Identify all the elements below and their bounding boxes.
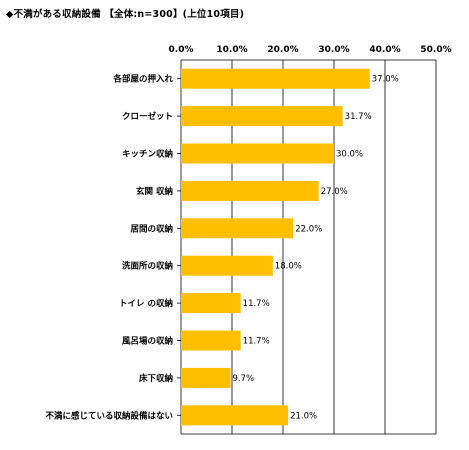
- category-label: キッチン収納: [122, 149, 173, 160]
- value-label: 21.0%: [290, 411, 317, 421]
- bar: [181, 68, 370, 89]
- category-label: 不満に感じている収納設備はない: [45, 410, 173, 421]
- bar: [181, 218, 294, 239]
- bars: [181, 68, 370, 426]
- category-label: クローゼット: [122, 111, 173, 122]
- bar: [181, 330, 241, 351]
- category-label: 各部屋の押入れ: [112, 74, 173, 85]
- value-label: 30.0%: [336, 150, 363, 160]
- bar: [181, 255, 273, 276]
- category-label: 床下収納: [139, 373, 173, 384]
- bar: [181, 367, 231, 388]
- category-label: 玄関 収納: [136, 186, 173, 197]
- x-tick-label: 0.0%: [169, 45, 194, 55]
- x-tick-label: 20.0%: [267, 45, 298, 55]
- category-label: 洗面所の収納: [122, 261, 173, 272]
- bar: [181, 293, 241, 314]
- value-label: 18.0%: [275, 262, 302, 272]
- value-label: 11.7%: [243, 337, 270, 347]
- x-tick-label: 50.0%: [420, 45, 451, 55]
- value-label: 31.7%: [345, 112, 372, 122]
- bar: [181, 180, 319, 201]
- category-label: トイレ の収納: [119, 298, 173, 309]
- x-tick-label: 10.0%: [216, 45, 247, 55]
- value-label: 22.0%: [295, 224, 322, 234]
- x-tick-label: 40.0%: [369, 45, 400, 55]
- value-label: 37.0%: [372, 75, 399, 85]
- chart-title: ◆不満がある収納設備 【全体:n=300】(上位10項目): [6, 9, 245, 20]
- category-label: 風呂場の収納: [122, 336, 173, 347]
- value-labels: 37.0% 31.7% 30.0% 27.0% 22.0% 18.0% 11.7% 11.7%…: [232, 75, 398, 422]
- bar: [181, 405, 289, 426]
- value-label: 27.0%: [321, 187, 348, 197]
- x-tick-label: 30.0%: [318, 45, 349, 55]
- x-tick-labels: 0.0% 10.0% 20.0% 30.0% 40.0% 50.0%: [169, 45, 452, 55]
- bar: [181, 143, 334, 164]
- value-label: 11.7%: [243, 299, 270, 309]
- value-label: 9.7%: [232, 374, 254, 384]
- category-label: 居間の収納: [129, 223, 173, 234]
- bar: [181, 106, 343, 127]
